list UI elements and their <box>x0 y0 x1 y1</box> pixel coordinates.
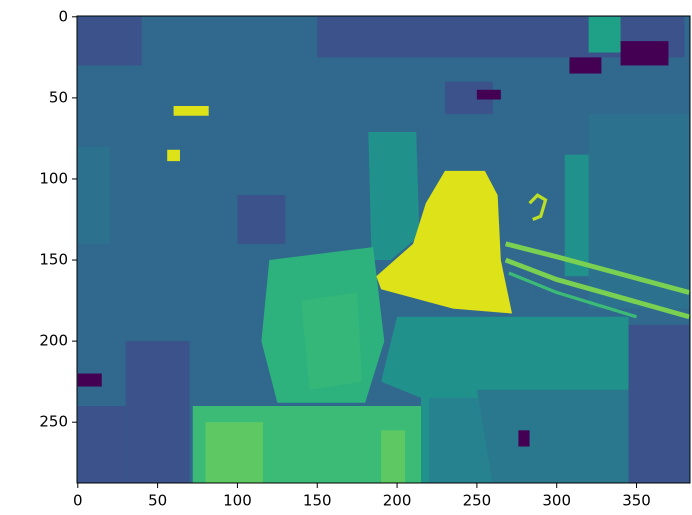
y-tick-label: 0 <box>58 7 68 25</box>
x-tick-label: 250 <box>463 492 492 510</box>
y-tick-label: 150 <box>39 251 68 269</box>
y-tick-label: 50 <box>49 88 68 106</box>
x-tick-label: 350 <box>622 492 651 510</box>
x-tick-label: 100 <box>223 492 252 510</box>
y-tick-label: 250 <box>39 413 68 431</box>
x-tick-label: 0 <box>73 492 83 510</box>
axes-frame <box>76 15 691 484</box>
x-tick-label: 300 <box>542 492 571 510</box>
x-tick-label: 200 <box>383 492 412 510</box>
y-tick-label: 100 <box>39 169 68 187</box>
image <box>77 16 690 483</box>
x-tick-label: 50 <box>148 492 167 510</box>
x-tick-label: 150 <box>303 492 332 510</box>
y-tick-label: 200 <box>39 332 68 350</box>
